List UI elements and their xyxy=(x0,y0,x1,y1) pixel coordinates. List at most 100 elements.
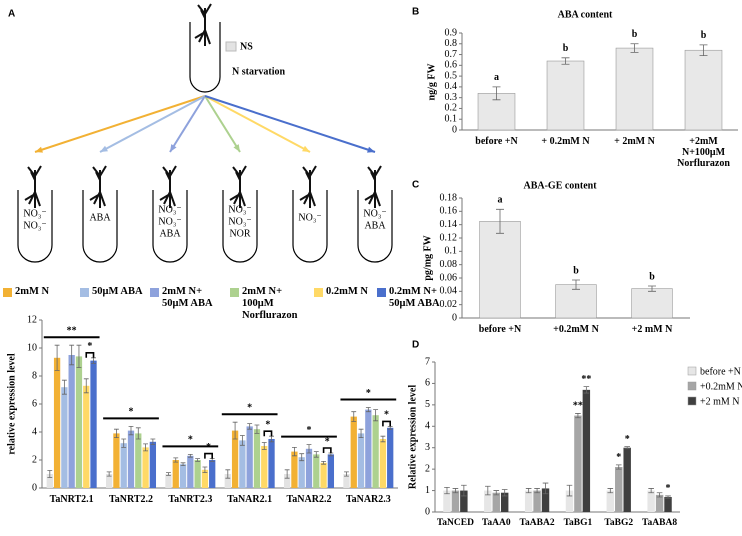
diagram-condition: N starvation xyxy=(232,66,285,77)
bar xyxy=(135,433,142,488)
arrow xyxy=(204,95,311,153)
error-bar xyxy=(344,471,349,477)
bar xyxy=(239,440,246,488)
plant xyxy=(364,165,382,208)
significance-mark: ** xyxy=(67,325,77,336)
tube xyxy=(189,22,221,93)
legend-swatch xyxy=(150,288,159,297)
significance-mark: * xyxy=(87,341,92,352)
error-bar xyxy=(648,488,654,494)
bar xyxy=(142,447,149,488)
x-tick-label: TaBG2 xyxy=(604,518,634,528)
error-bar xyxy=(166,472,171,476)
bar xyxy=(172,460,179,488)
y-axis-label: relative expression level xyxy=(6,353,17,454)
bar xyxy=(684,49,723,131)
error-bar xyxy=(291,447,297,457)
bar xyxy=(492,492,500,512)
bar xyxy=(75,356,83,488)
x-tick-label: before +N xyxy=(475,136,518,147)
tube-label: NO₃⁻ xyxy=(363,208,386,219)
x-tick-label: TaNAR2.1 xyxy=(227,494,273,505)
x-tick-label: +2 mM N xyxy=(631,324,673,335)
tube xyxy=(222,190,258,263)
error-bar xyxy=(313,451,319,458)
legend-label: 0.2mM N xyxy=(326,286,368,297)
legend-swatch xyxy=(3,288,12,297)
x-tick-label: + 2mM N xyxy=(614,136,655,147)
error-bar xyxy=(615,464,622,470)
bar xyxy=(320,462,327,488)
y-tick-label: 0.16 xyxy=(440,206,458,217)
error-bar xyxy=(665,495,671,499)
error-bar xyxy=(501,489,508,497)
y-tick-label: 0.9 xyxy=(445,27,458,38)
plant xyxy=(89,165,107,208)
error-bar xyxy=(572,279,580,290)
error-bar xyxy=(656,492,663,498)
significance-letter: b xyxy=(563,43,569,54)
arrow-head xyxy=(35,146,43,153)
error-bar xyxy=(173,457,179,463)
y-tick-label: 6 xyxy=(425,378,430,389)
legend-swatch xyxy=(377,288,386,297)
y-tick-label: 0 xyxy=(425,506,430,517)
tube xyxy=(82,190,118,263)
plant xyxy=(24,165,42,208)
y-tick-label: 4 xyxy=(32,426,37,437)
chart-title: ABA content xyxy=(558,9,613,20)
bar xyxy=(313,454,320,488)
bar xyxy=(357,433,365,488)
bar xyxy=(305,448,313,488)
tube xyxy=(17,190,53,263)
error-bar xyxy=(358,428,364,438)
y-tick-label: 6 xyxy=(32,398,37,409)
legend-label: 50μM ABA xyxy=(92,286,143,297)
bar xyxy=(647,490,655,512)
legend-label: +2 mM N xyxy=(700,396,740,407)
bar xyxy=(194,460,201,488)
plant xyxy=(159,165,177,208)
significance-letter: a xyxy=(494,72,499,83)
tube-label: NO₃⁻ xyxy=(23,220,46,231)
panel-letter: A xyxy=(8,9,15,20)
significance-letter: b xyxy=(649,271,655,282)
bar xyxy=(120,443,127,488)
significance-mark: * xyxy=(616,452,621,463)
y-tick-label: 0 xyxy=(32,482,37,493)
error-bar xyxy=(373,409,379,422)
significance-letter: a xyxy=(498,195,503,206)
y-tick-label: 8 xyxy=(32,370,37,381)
bar xyxy=(105,474,113,488)
x-tick-label: TaNAR2.3 xyxy=(345,494,391,505)
error-bar xyxy=(83,378,89,394)
error-bar xyxy=(630,43,639,53)
bar xyxy=(68,355,75,488)
bar xyxy=(379,439,387,488)
error-bar xyxy=(299,453,305,462)
bar xyxy=(631,288,673,319)
error-bar xyxy=(561,57,570,65)
error-bar xyxy=(180,462,186,466)
bar xyxy=(350,416,357,488)
y-axis-label: Relative expression level xyxy=(407,385,418,489)
error-bar xyxy=(76,344,82,368)
error-bar xyxy=(54,344,60,371)
plant xyxy=(229,165,247,208)
legend-swatch xyxy=(80,288,89,297)
bar xyxy=(484,490,492,512)
bar xyxy=(179,464,187,488)
panel-letter: D xyxy=(412,340,419,351)
bar xyxy=(555,284,597,319)
error-bar xyxy=(113,428,119,438)
bar xyxy=(90,360,97,488)
error-bar xyxy=(128,426,134,436)
error-bar xyxy=(106,471,112,477)
significance-letter: b xyxy=(632,29,638,40)
error-bar xyxy=(321,461,327,465)
significance-letter: b xyxy=(573,265,579,276)
tube-label: NO₃⁻ xyxy=(158,204,181,215)
x-tick-label: TaNRT2.1 xyxy=(49,494,94,505)
